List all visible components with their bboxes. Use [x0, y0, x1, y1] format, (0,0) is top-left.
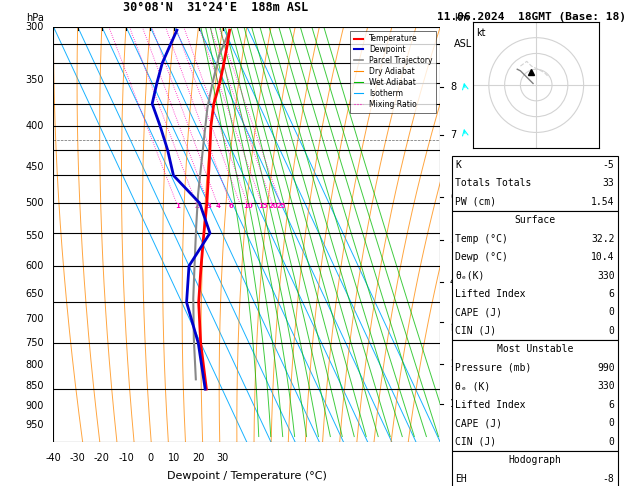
- Text: 10.4: 10.4: [591, 252, 615, 262]
- Text: 1: 1: [450, 399, 456, 409]
- Text: 600: 600: [25, 261, 44, 271]
- Text: LCL: LCL: [450, 324, 465, 333]
- Text: 900: 900: [25, 401, 44, 411]
- Text: 20: 20: [192, 452, 204, 463]
- Text: 550: 550: [25, 231, 44, 241]
- Text: 850: 850: [25, 381, 44, 391]
- Text: Pressure (mb): Pressure (mb): [455, 363, 532, 373]
- Text: 10: 10: [243, 203, 253, 209]
- Text: -20: -20: [94, 452, 109, 463]
- Text: 6: 6: [609, 400, 615, 410]
- Text: 0: 0: [609, 326, 615, 336]
- Text: θₑ (K): θₑ (K): [455, 382, 491, 391]
- Text: 32.2: 32.2: [591, 234, 615, 243]
- Text: 5: 5: [450, 235, 456, 245]
- Text: 300: 300: [25, 22, 44, 32]
- Text: -8: -8: [603, 474, 615, 484]
- Text: -30: -30: [70, 452, 86, 463]
- Text: 330: 330: [597, 271, 615, 280]
- Text: 30°08'N  31°24'E  188m ASL: 30°08'N 31°24'E 188m ASL: [123, 1, 309, 14]
- Text: Mixing Ratio (g/kg): Mixing Ratio (g/kg): [474, 215, 484, 295]
- Text: 3: 3: [207, 203, 212, 209]
- Text: 0: 0: [609, 418, 615, 428]
- Text: 990: 990: [597, 363, 615, 373]
- Text: -5: -5: [603, 160, 615, 170]
- Text: 15: 15: [258, 203, 267, 209]
- Text: 950: 950: [25, 419, 44, 430]
- Text: Dewp (°C): Dewp (°C): [455, 252, 508, 262]
- Text: © weatheronline.co.uk: © weatheronline.co.uk: [479, 474, 584, 484]
- Text: 650: 650: [25, 289, 44, 298]
- Text: -10: -10: [118, 452, 134, 463]
- Text: Surface: Surface: [515, 215, 555, 225]
- Text: 350: 350: [25, 75, 44, 85]
- Text: Hodograph: Hodograph: [508, 455, 562, 465]
- Text: 500: 500: [25, 198, 44, 208]
- Text: hPa: hPa: [26, 13, 44, 22]
- Text: Temp (°C): Temp (°C): [455, 234, 508, 243]
- Text: 400: 400: [25, 121, 44, 131]
- Text: 30: 30: [216, 452, 229, 463]
- Text: kt: kt: [476, 28, 486, 38]
- Text: 330: 330: [597, 382, 615, 391]
- Text: EH: EH: [455, 474, 467, 484]
- Text: 6: 6: [229, 203, 233, 209]
- Text: CAPE (J): CAPE (J): [455, 308, 503, 317]
- Text: Most Unstable: Most Unstable: [497, 345, 573, 354]
- Text: 8: 8: [450, 82, 456, 92]
- Text: 6: 6: [450, 192, 456, 203]
- Text: PW (cm): PW (cm): [455, 197, 496, 207]
- Text: 20: 20: [268, 203, 278, 209]
- Text: CIN (J): CIN (J): [455, 437, 496, 447]
- Text: 4: 4: [216, 203, 221, 209]
- Text: 10: 10: [168, 452, 181, 463]
- Text: K: K: [455, 160, 461, 170]
- Text: 0: 0: [147, 452, 153, 463]
- Text: 4: 4: [450, 277, 456, 287]
- Text: 1.54: 1.54: [591, 197, 615, 207]
- Text: ASL: ASL: [454, 39, 472, 49]
- Text: 2: 2: [450, 359, 456, 368]
- Text: 0: 0: [609, 308, 615, 317]
- Text: 25: 25: [277, 203, 286, 209]
- Text: 7: 7: [450, 130, 456, 140]
- Text: -40: -40: [45, 452, 62, 463]
- Text: θₑ(K): θₑ(K): [455, 271, 485, 280]
- Text: 800: 800: [25, 360, 44, 370]
- Legend: Temperature, Dewpoint, Parcel Trajectory, Dry Adiabat, Wet Adiabat, Isotherm, Mi: Temperature, Dewpoint, Parcel Trajectory…: [350, 31, 437, 113]
- Text: Totals Totals: Totals Totals: [455, 178, 532, 188]
- Text: 1: 1: [175, 203, 180, 209]
- Text: CAPE (J): CAPE (J): [455, 418, 503, 428]
- Text: 11.06.2024  18GMT (Base: 18): 11.06.2024 18GMT (Base: 18): [437, 12, 626, 22]
- Text: 750: 750: [25, 338, 44, 348]
- Text: 6: 6: [609, 289, 615, 299]
- Text: 0: 0: [609, 437, 615, 447]
- Text: CIN (J): CIN (J): [455, 326, 496, 336]
- Text: 3: 3: [450, 317, 456, 327]
- Text: 700: 700: [25, 314, 44, 324]
- Text: km: km: [454, 13, 469, 22]
- Text: Lifted Index: Lifted Index: [455, 400, 526, 410]
- Text: Dewpoint / Temperature (°C): Dewpoint / Temperature (°C): [167, 471, 327, 481]
- Text: 450: 450: [25, 162, 44, 172]
- Text: 2: 2: [195, 203, 199, 209]
- Text: Lifted Index: Lifted Index: [455, 289, 526, 299]
- Text: 33: 33: [603, 178, 615, 188]
